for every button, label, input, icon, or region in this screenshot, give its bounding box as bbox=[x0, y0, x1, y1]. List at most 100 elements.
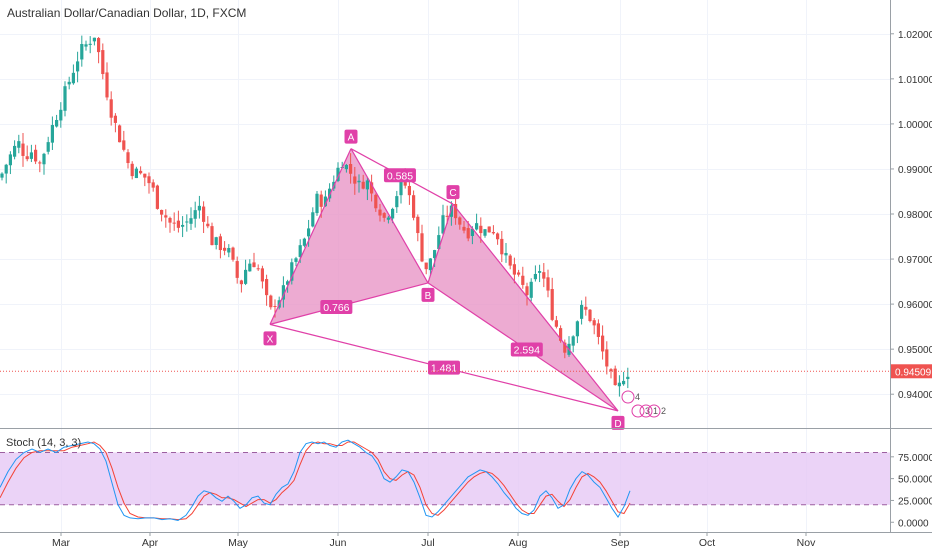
pattern-ratio-badge bbox=[383, 168, 416, 183]
candle-up bbox=[437, 235, 441, 249]
time-tick-label: Mar bbox=[52, 537, 71, 549]
candle-down bbox=[122, 140, 126, 150]
candle-up bbox=[357, 180, 361, 183]
pattern-point-label-c: C bbox=[449, 188, 456, 199]
stoch-band-fill bbox=[0, 452, 890, 505]
candle-up bbox=[17, 141, 21, 148]
pattern-ratio-badge bbox=[320, 299, 353, 314]
candle-down bbox=[554, 320, 558, 327]
candle-down bbox=[487, 226, 491, 233]
chart-grid bbox=[0, 0, 890, 532]
price-axis[interactable]: 1.02000 1.01000 1.00000 0.99000 0.98000 0.970… bbox=[890, 30, 932, 401]
pattern-point-label-d: D bbox=[614, 419, 621, 430]
stoch-title: Stoch (14, 3, 3) bbox=[6, 437, 81, 449]
candle-up bbox=[315, 193, 319, 214]
candle-down bbox=[563, 342, 567, 353]
candle-up bbox=[294, 258, 298, 262]
price-tick-label: 1.00000 bbox=[898, 120, 932, 131]
candle-up bbox=[29, 152, 33, 159]
candle-down bbox=[525, 286, 529, 296]
candle-up bbox=[298, 245, 302, 257]
time-tick-label: Aug bbox=[509, 537, 528, 549]
time-tick-label: Apr bbox=[142, 537, 159, 549]
candle-up bbox=[80, 44, 84, 60]
pattern-point-badge-a bbox=[344, 129, 358, 144]
candle-down bbox=[151, 182, 155, 188]
candle-up bbox=[328, 188, 332, 199]
harmonic-pattern-fill bbox=[270, 148, 618, 411]
price-tick-label: 0.94000 bbox=[898, 390, 932, 401]
pattern-leg-ab bbox=[350, 148, 429, 284]
candle-down bbox=[252, 262, 256, 268]
candle-up bbox=[626, 376, 630, 380]
candle-down bbox=[239, 280, 243, 285]
candle-down bbox=[109, 99, 113, 118]
candle-down bbox=[349, 164, 353, 174]
candle-up bbox=[538, 271, 542, 273]
pattern-ratio-label: 0.766 bbox=[323, 302, 349, 314]
candle-down bbox=[382, 213, 386, 218]
candle-down bbox=[21, 143, 25, 156]
candle-up bbox=[449, 205, 453, 217]
time-tick-label: Sep bbox=[611, 537, 630, 549]
candle-down bbox=[218, 236, 222, 251]
candle-down bbox=[479, 225, 483, 234]
pattern-ratio-label: 1.481 bbox=[431, 363, 457, 375]
time-axis[interactable]: Mar Apr May Jun Jul Aug Sep Oct Nov bbox=[52, 532, 816, 549]
pattern-marker-ring bbox=[631, 404, 645, 418]
candle-up bbox=[281, 285, 285, 300]
price-tick-label: 1.01000 bbox=[898, 75, 932, 86]
candle-down bbox=[164, 215, 168, 218]
pattern-leg-xa bbox=[269, 148, 352, 325]
stoch-band bbox=[0, 451, 890, 506]
candle-down bbox=[462, 226, 466, 231]
last-price-label: 0.94509 bbox=[895, 367, 932, 378]
candle-down bbox=[176, 220, 180, 228]
candle-up bbox=[67, 81, 71, 85]
stoch-tick-label: 75.0000 bbox=[898, 453, 932, 464]
pattern-point-badge-x bbox=[263, 331, 277, 346]
time-tick-label: Nov bbox=[797, 537, 816, 549]
candle-down bbox=[592, 320, 596, 326]
candle-down bbox=[206, 223, 210, 227]
candle-down bbox=[378, 209, 382, 216]
candle-down bbox=[613, 368, 617, 386]
candle-up bbox=[13, 145, 17, 157]
candle-down bbox=[588, 309, 592, 322]
candle-up bbox=[59, 109, 63, 121]
candle-up bbox=[307, 228, 311, 237]
candle-down bbox=[361, 181, 365, 189]
candle-down bbox=[550, 289, 554, 320]
candle-up bbox=[181, 224, 185, 227]
candle-down bbox=[113, 115, 117, 123]
candle-up bbox=[42, 153, 46, 165]
candle-down bbox=[105, 72, 109, 98]
candle-up bbox=[46, 142, 50, 152]
candle-up bbox=[227, 247, 231, 253]
candle-up bbox=[185, 221, 189, 223]
pattern-marker-label: 1 bbox=[653, 406, 658, 416]
candle-down bbox=[512, 264, 516, 275]
candle-down bbox=[34, 149, 38, 162]
candle-up bbox=[55, 119, 59, 127]
candle-up bbox=[571, 336, 575, 346]
candle-up bbox=[214, 237, 218, 246]
stoch-lines bbox=[0, 439, 631, 522]
candle-down bbox=[491, 232, 495, 234]
candle-down bbox=[118, 125, 122, 143]
price-tick-label: 0.95000 bbox=[898, 345, 932, 356]
candle-down bbox=[420, 233, 424, 262]
stoch-d-line bbox=[0, 441, 631, 521]
candle-down bbox=[160, 209, 164, 215]
candle-down bbox=[609, 369, 613, 372]
candle-down bbox=[172, 222, 176, 224]
candle-down bbox=[521, 275, 525, 285]
pattern-marker-label: 2 bbox=[661, 406, 666, 416]
candle-up bbox=[286, 281, 290, 285]
candle-up bbox=[244, 269, 248, 284]
candle-down bbox=[370, 182, 374, 194]
pattern-point-label-b: B bbox=[425, 291, 432, 302]
candle-up bbox=[504, 252, 508, 256]
candle-down bbox=[353, 176, 357, 184]
